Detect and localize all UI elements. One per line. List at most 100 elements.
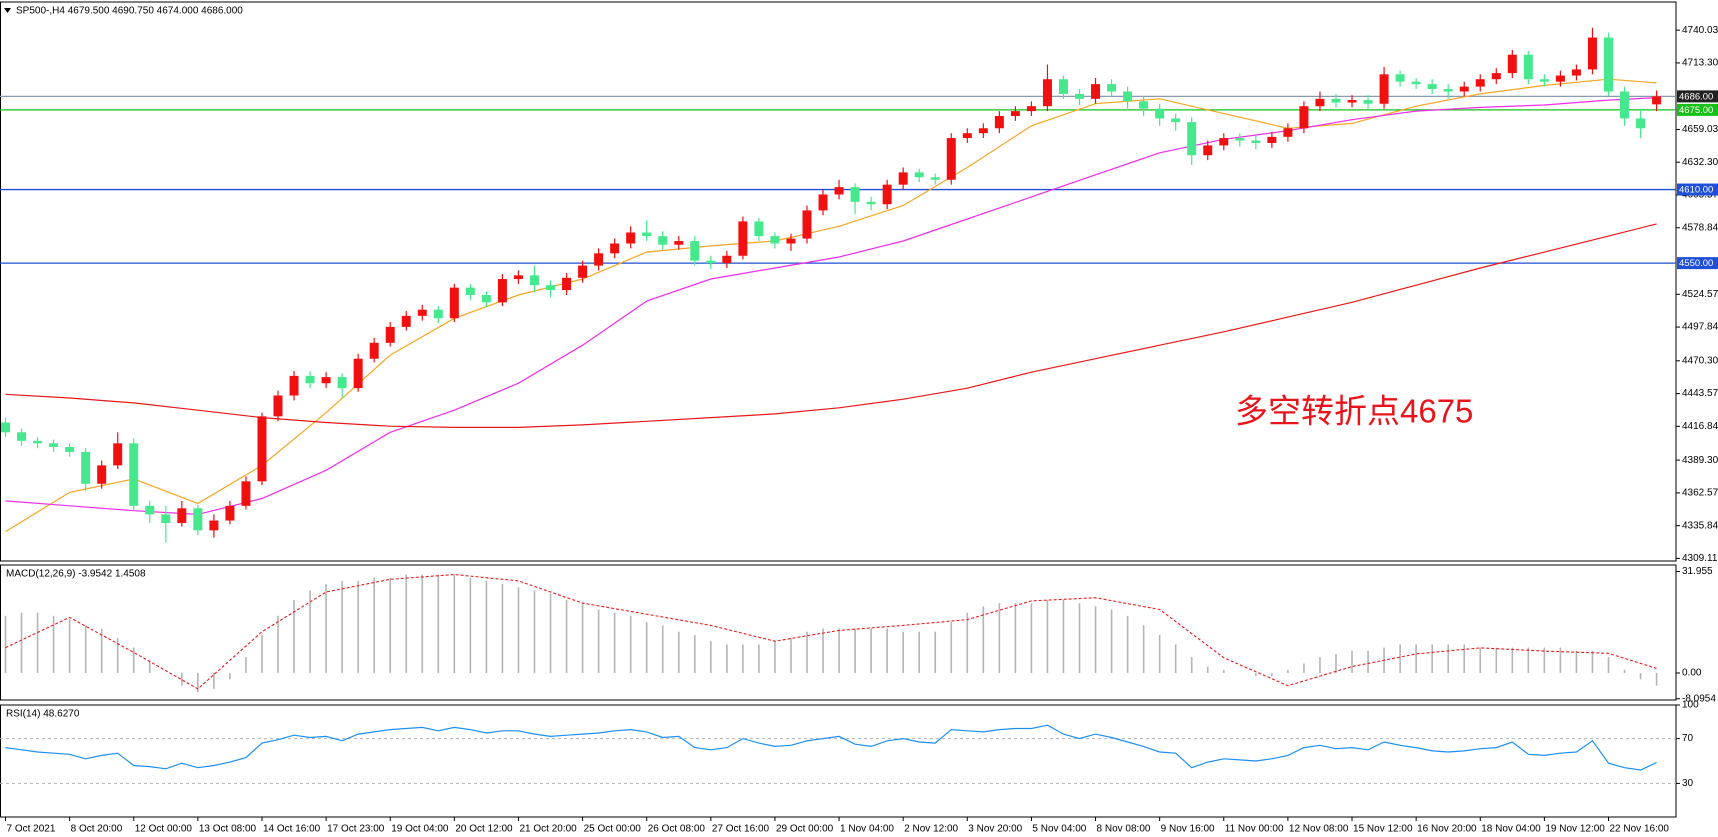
candle-body xyxy=(1283,128,1293,137)
candle-body xyxy=(562,277,572,291)
y-tick-label: 4578.84 xyxy=(1682,222,1718,233)
price-tag-label: 4550.00 xyxy=(1679,258,1713,269)
candle-body xyxy=(1620,91,1630,119)
candle-body xyxy=(898,172,908,185)
candle-body xyxy=(738,221,748,256)
pane-frame xyxy=(0,1,1677,562)
annotation: 多空转折点4675 xyxy=(1235,393,1473,430)
candle-body xyxy=(994,116,1004,129)
y-tick-label: 4740.03 xyxy=(1682,25,1718,36)
moving-average xyxy=(5,223,1657,428)
candle-body xyxy=(1010,111,1020,117)
candle-body xyxy=(834,187,844,195)
candle-body xyxy=(658,236,668,245)
x-tick-label: 21 Oct 20:00 xyxy=(519,824,577,835)
y-tick-label: 4632.30 xyxy=(1682,157,1718,168)
candle-body xyxy=(770,236,780,244)
candle-body xyxy=(49,443,59,447)
price-tag-label: 4686.00 xyxy=(1679,91,1713,102)
candle-body xyxy=(1507,54,1517,74)
candle-body xyxy=(273,395,283,417)
x-tick-label: 18 Nov 04:00 xyxy=(1481,824,1541,835)
candle-body xyxy=(1539,79,1549,82)
y-tick-label: 4524.57 xyxy=(1682,289,1718,300)
x-tick-label: 27 Oct 16:00 xyxy=(712,824,770,835)
candle-body xyxy=(914,172,924,178)
x-tick-label: 19 Nov 12:00 xyxy=(1545,824,1605,835)
candle-body xyxy=(1411,81,1421,85)
candle-body xyxy=(1427,84,1437,90)
candle-body xyxy=(1235,138,1245,141)
candle-body xyxy=(786,238,796,244)
candle-body xyxy=(529,275,539,286)
candle-body xyxy=(1251,140,1261,143)
candle-body xyxy=(1395,74,1405,82)
x-tick-label: 11 Nov 00:00 xyxy=(1225,824,1284,835)
candle-body xyxy=(289,375,299,396)
candle-body xyxy=(946,138,956,180)
x-tick-label: 5 Nov 04:00 xyxy=(1032,824,1086,835)
x-tick-label: 2 Nov 12:00 xyxy=(904,824,958,835)
candle-body xyxy=(1042,79,1052,107)
pane-frame xyxy=(0,704,1677,818)
candle-body xyxy=(1491,73,1501,80)
y-tick-label: 4713.30 xyxy=(1682,58,1718,69)
candle-body xyxy=(594,253,604,266)
candle-body xyxy=(1299,106,1309,129)
x-tick-label: 26 Oct 08:00 xyxy=(648,824,706,835)
candle-body xyxy=(145,505,155,515)
candle-body xyxy=(1123,91,1133,102)
candle-body xyxy=(401,315,411,327)
candle-body xyxy=(161,514,171,523)
y-tick-label: 4389.30 xyxy=(1682,455,1718,466)
candle-body xyxy=(978,128,988,134)
candle-body xyxy=(1,422,10,433)
candle-body xyxy=(1171,118,1181,123)
candle-body xyxy=(930,177,940,180)
candle-body xyxy=(305,375,315,384)
candle-body xyxy=(1363,100,1373,104)
candle-body xyxy=(465,287,475,295)
candle-body xyxy=(449,287,459,319)
y-tick-label: 4470.30 xyxy=(1682,355,1718,366)
candle-body xyxy=(1443,89,1453,92)
candle-body xyxy=(1267,136,1277,143)
candle-body xyxy=(626,232,636,244)
x-tick-label: 20 Oct 12:00 xyxy=(455,824,513,835)
candle-body xyxy=(642,232,652,237)
candle-body xyxy=(674,241,684,245)
y-tick-label: 4335.84 xyxy=(1682,520,1718,531)
candle-body xyxy=(1219,138,1229,146)
candle-body xyxy=(1379,74,1389,104)
candle-body xyxy=(850,187,860,202)
x-tick-label: 29 Oct 00:00 xyxy=(776,824,834,835)
candle-body xyxy=(17,432,27,441)
candle-body xyxy=(1331,98,1341,103)
candle-body xyxy=(225,505,235,521)
candle-body xyxy=(1347,100,1357,103)
candle-body xyxy=(1107,84,1117,92)
x-tick-label: 12 Oct 00:00 xyxy=(135,824,193,835)
moving-average xyxy=(5,97,1657,516)
x-tick-label: 3 Nov 20:00 xyxy=(968,824,1022,835)
y-tick-label: 4659.03 xyxy=(1682,124,1718,135)
x-tick-label: 1 Nov 04:00 xyxy=(840,824,894,835)
candle-body xyxy=(706,260,716,264)
candle-body xyxy=(369,342,379,359)
candle-body xyxy=(433,309,443,319)
candle-body xyxy=(1026,106,1036,112)
candle-body xyxy=(1058,79,1068,94)
candle-body xyxy=(129,443,139,506)
candle-body xyxy=(1636,118,1646,129)
candle-body xyxy=(610,243,620,254)
candle-body xyxy=(97,465,107,484)
candle-body xyxy=(337,377,347,389)
x-tick-label: 16 Nov 20:00 xyxy=(1417,824,1477,835)
y-tick-label: 0.00 xyxy=(1682,668,1702,679)
candle-body xyxy=(754,221,764,237)
y-tick-label: 4443.57 xyxy=(1682,388,1718,399)
candle-body xyxy=(241,481,251,506)
candle-body xyxy=(1139,101,1149,109)
candle-body xyxy=(1604,37,1613,92)
